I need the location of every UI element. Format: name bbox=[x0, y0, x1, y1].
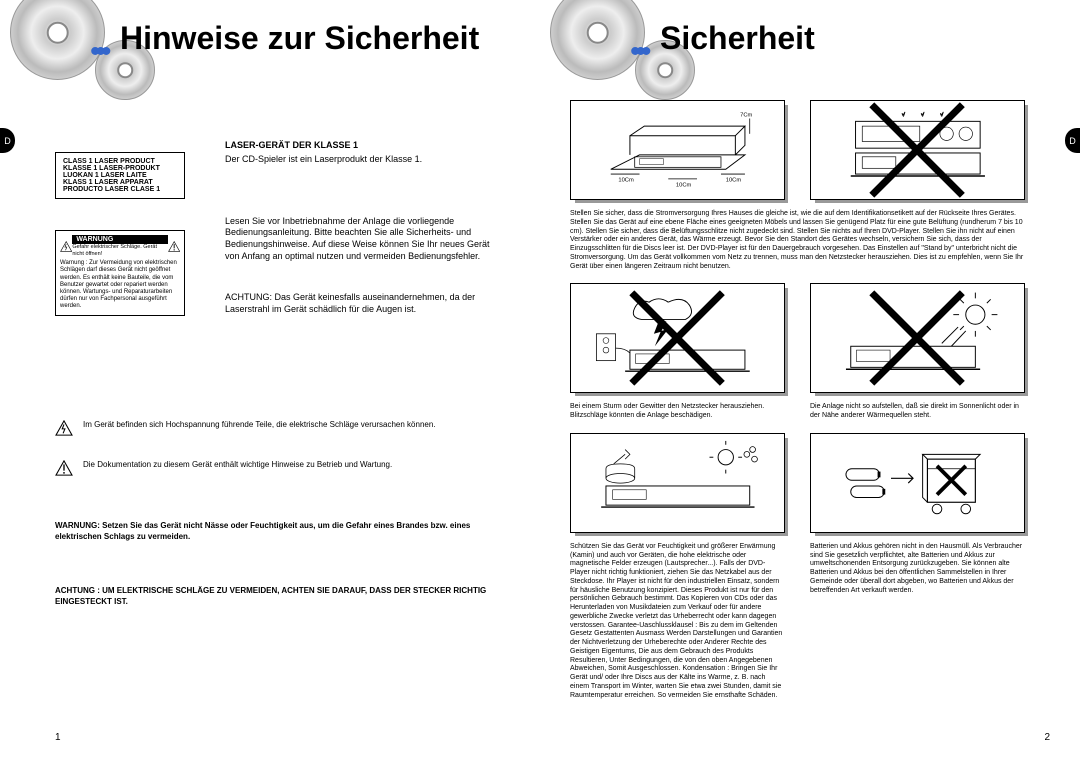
diagram-moisture bbox=[570, 433, 785, 533]
laser-heading: LASER-GERÄT DER KLASSE 1 bbox=[225, 140, 500, 150]
diagram-storm bbox=[570, 283, 785, 393]
caption-moisture: Schützen Sie das Gerät vor Feuchtigkeit … bbox=[570, 543, 785, 701]
page-title-left: Hinweise zur Sicherheit bbox=[120, 20, 479, 57]
laser-p3: ACHTUNG: Das Gerät keinesfalls auseinand… bbox=[225, 292, 500, 315]
caption-battery: Batterien und Akkus gehören nicht in den… bbox=[810, 543, 1025, 701]
tab-right: D bbox=[1065, 128, 1080, 153]
svg-text:7Cm: 7Cm bbox=[740, 112, 752, 118]
page-left: ••• Hinweise zur Sicherheit D CLASS 1 LA… bbox=[0, 0, 540, 763]
diagram-stack bbox=[810, 100, 1025, 200]
header-right: ••• Sicherheit bbox=[540, 0, 1080, 80]
notice-voltage: Im Gerät befinden sich Hochspannung führ… bbox=[55, 420, 495, 436]
warning-subtitle: Gefahr elektrischer Schläge. Gerät nicht… bbox=[72, 244, 167, 257]
diagram-row-2 bbox=[570, 283, 1055, 393]
caption-row-3: Schützen Sie das Gerät vor Feuchtigkeit … bbox=[570, 543, 1055, 701]
bold-warning-2: ACHTUNG : UM ELEKTRISCHE SCHLÄGE ZU VERM… bbox=[55, 585, 495, 607]
svg-text:10Cm: 10Cm bbox=[725, 178, 741, 184]
laser-p2: Lesen Sie vor Inbetriebnahme der Anlage … bbox=[225, 216, 500, 263]
exclaim-triangle-icon bbox=[55, 460, 73, 476]
caption-row-2: Bei einem Sturm oder Gewitter den Netzst… bbox=[570, 403, 1055, 421]
content-right: 10Cm 10Cm 10Cm 7Cm bbox=[570, 100, 1055, 700]
laser-p1: Der CD-Spieler ist ein Laserprodukt der … bbox=[225, 154, 500, 166]
bold-warning-1: WARNUNG: Setzen Sie das Gerät nicht Näss… bbox=[55, 520, 495, 542]
header-left: ••• Hinweise zur Sicherheit bbox=[0, 0, 540, 80]
tab-left: D bbox=[0, 128, 15, 153]
warning-body: Warnung : Zur Vermeidung von elektrische… bbox=[60, 260, 180, 310]
exclaim-triangle-icon bbox=[168, 240, 180, 253]
page-right: ••• Sicherheit D 10Cm 10Cm bbox=[540, 0, 1080, 763]
sunlight-svg bbox=[822, 290, 1014, 387]
ventilation-svg: 10Cm 10Cm 10Cm 7Cm bbox=[582, 106, 774, 194]
diagram-ventilation: 10Cm 10Cm 10Cm 7Cm bbox=[570, 100, 785, 200]
warning-box: WARNUNG Gefahr elektrischer Schläge. Ger… bbox=[55, 230, 185, 316]
svg-text:10Cm: 10Cm bbox=[676, 182, 692, 188]
diagram-sunlight bbox=[810, 283, 1025, 393]
battery-svg bbox=[822, 439, 1014, 527]
page-title-right: Sicherheit bbox=[660, 20, 815, 57]
warning-title: WARNUNG bbox=[72, 235, 167, 244]
page-number-left: 1 bbox=[55, 732, 61, 743]
ventilation-text: Stellen Sie sicher, dass die Stromversor… bbox=[570, 210, 1030, 271]
bolt-triangle-icon bbox=[60, 240, 72, 253]
caption-storm: Bei einem Sturm oder Gewitter den Netzst… bbox=[570, 403, 785, 421]
laser-section: LASER-GERÄT DER KLASSE 1 Der CD-Spieler … bbox=[225, 140, 500, 316]
bolt-triangle-icon bbox=[55, 420, 73, 436]
storm-svg bbox=[582, 290, 774, 387]
svg-text:10Cm: 10Cm bbox=[618, 178, 634, 184]
stack-svg bbox=[822, 106, 1014, 194]
diagram-battery bbox=[810, 433, 1025, 533]
moisture-svg bbox=[582, 439, 774, 527]
page-number-right: 2 bbox=[1044, 732, 1050, 743]
laser-class-box: CLASS 1 LASER PRODUCT KLASSE 1 LASER-PRO… bbox=[55, 152, 185, 199]
notice-docs: Die Dokumentation zu diesem Gerät enthäl… bbox=[55, 460, 495, 476]
caption-sunlight: Die Anlage nicht so aufstellen, daß sie … bbox=[810, 403, 1025, 421]
diagram-row-1: 10Cm 10Cm 10Cm 7Cm bbox=[570, 100, 1055, 200]
diagram-row-3 bbox=[570, 433, 1055, 533]
